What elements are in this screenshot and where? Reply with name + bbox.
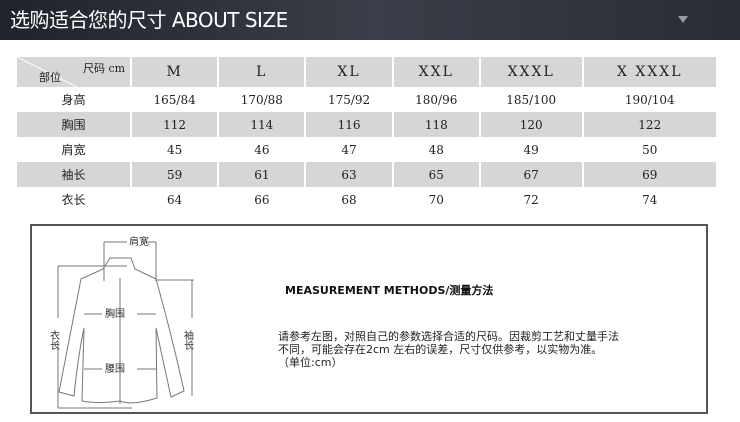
size-value: 120 [480,112,582,137]
size-header: L [219,57,305,87]
waist-label: 腰围 [105,363,125,375]
size-value: 68 [341,192,357,207]
dropdown-arrow-icon[interactable] [678,16,688,23]
size-value: 114 [219,112,305,137]
table-row: 身高 165/84 170/88 175/92 180/96 185/100 190/104 [17,87,716,112]
row-label: 肩宽 [61,143,86,157]
row-label: 衣长 [61,193,86,207]
size-value: 122 [583,112,716,137]
size-header: XXXL [480,57,582,87]
row-label: 胸围 [17,112,130,137]
shoulder-label: 肩宽 [129,235,149,248]
table-row: 袖长 59 61 63 65 67 69 [17,162,716,187]
size-value: 70 [428,192,444,207]
size-value: 112 [132,112,218,137]
size-value: 118 [393,112,479,137]
diagonal-line [17,57,78,87]
method-description: 请参考左图，对照自己的参数选择合适的尺码。因裁剪工艺和丈量手法 不同，可能会存在… [278,330,619,369]
size-value: 69 [583,162,716,187]
table-header-row: 部位 尺码 cm M L XL XXL XXXL X XXXL [17,57,716,87]
table-row: 胸围 112 114 116 118 120 122 [17,112,716,137]
corner-right-label: 尺码 cm [83,62,126,75]
sleeve-label: 袖长 [182,329,194,350]
size-header: X XXXL [583,57,716,87]
size-value: 59 [132,162,218,187]
size-value: 46 [254,142,270,157]
corner-left-label: 部位 [39,71,61,84]
header-title: 选购适合您的尺寸 ABOUT SIZE [10,8,288,32]
jacket-diagram: 肩宽 胸围 腰围 衣长 袖长 [48,235,194,409]
size-value: 63 [306,162,392,187]
size-value: 45 [166,142,183,157]
chest-label: 胸围 [105,307,125,320]
size-header: XL [306,57,392,87]
size-header: M [132,57,218,87]
size-value: 170/88 [240,92,283,107]
size-header: XXL [393,57,479,87]
size-value: 61 [219,162,305,187]
measurement-box: 肩宽 胸围 腰围 衣长 袖长 [30,224,708,414]
method-title: MEASUREMENT METHODS/测量方法 [285,284,494,297]
size-value: 48 [428,142,444,157]
size-value: 185/100 [506,92,557,107]
size-value: 180/96 [415,92,458,107]
table-row: 衣长 64 66 68 70 72 74 [17,187,716,212]
size-value: 64 [166,192,183,207]
page-header: 选购适合您的尺寸 ABOUT SIZE [0,0,740,40]
size-value: 72 [523,192,539,207]
desc-line: 不同，可能会存在2cm 左右的误差，尺寸仅供参考，以实物为准。 [278,343,603,356]
size-value: 67 [480,162,582,187]
size-table: 部位 尺码 cm M L XL XXL XXXL X XXXL 身高 165/84… [15,57,718,212]
size-value: 47 [341,142,357,157]
size-value: 74 [642,192,658,207]
corner-cell: 部位 尺码 cm [17,57,130,87]
size-value: 116 [306,112,392,137]
size-value: 65 [393,162,479,187]
length-label: 衣长 [48,329,60,350]
size-value: 175/92 [327,92,371,107]
desc-line: 请参考左图，对照自己的参数选择合适的尺码。因裁剪工艺和丈量手法 [278,330,619,343]
size-value: 66 [254,192,270,207]
size-value: 190/104 [624,92,675,107]
row-label: 身高 [61,93,86,107]
size-value: 49 [523,142,539,157]
row-label: 袖长 [17,162,130,187]
desc-line: （单位:cm） [278,356,343,369]
size-value: 165/84 [153,92,196,107]
table-row: 肩宽 45 46 47 48 49 50 [17,137,716,162]
size-value: 50 [642,142,658,157]
